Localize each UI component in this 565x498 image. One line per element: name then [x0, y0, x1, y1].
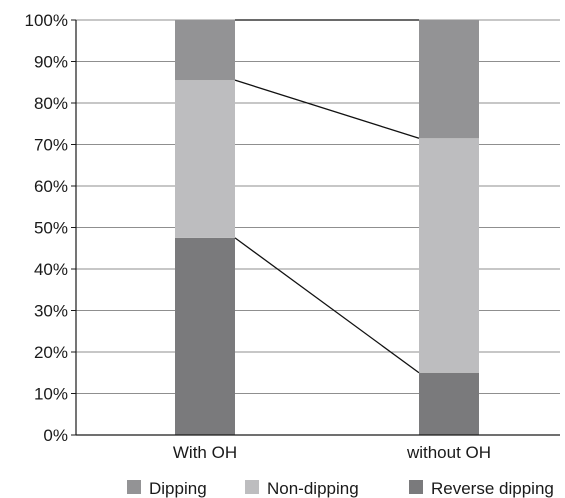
legend-swatch-non-dipping	[245, 480, 259, 494]
y-tick-label: 30%	[34, 302, 68, 321]
legend: Dipping Non-dipping Reverse dipping	[127, 479, 554, 498]
y-tick-label: 10%	[34, 385, 68, 404]
y-tick-label: 70%	[34, 136, 68, 155]
y-tick-label: 90%	[34, 53, 68, 72]
y-tick-label: 80%	[34, 94, 68, 113]
x-category-label: With OH	[173, 443, 237, 462]
x-category-label: without OH	[406, 443, 491, 462]
y-tick-label: 20%	[34, 343, 68, 362]
legend-swatch-reverse-dipping	[409, 480, 423, 494]
y-tick-label: 0%	[43, 426, 68, 445]
y-tick-label: 60%	[34, 177, 68, 196]
bar-segment-dipping-with-oh	[175, 20, 235, 81]
axes	[75, 20, 560, 436]
bar-segment-non-dipping-without-oh	[419, 138, 479, 373]
bar-segment-reverse-dipping-without-oh	[419, 372, 479, 435]
bars	[175, 20, 479, 435]
y-tick-label: 100%	[25, 11, 68, 30]
legend-swatch-dipping	[127, 480, 141, 494]
gridlines	[76, 19, 560, 394]
bar-segment-dipping-without-oh	[419, 20, 479, 139]
connector-line	[234, 237, 420, 374]
legend-label-reverse-dipping: Reverse dipping	[431, 479, 554, 498]
y-tick-label: 40%	[34, 260, 68, 279]
legend-label-dipping: Dipping	[149, 479, 207, 498]
legend-label-non-dipping: Non-dipping	[267, 479, 359, 498]
y-tick-label: 50%	[34, 219, 68, 238]
x-axis-categories: With OH without OH	[173, 443, 491, 462]
bar-segment-reverse-dipping-with-oh	[175, 237, 235, 435]
y-axis-ticks: 0% 10% 20% 30% 40% 50% 60% 70% 80% 90% 100%	[25, 11, 76, 445]
bar-segment-non-dipping-with-oh	[175, 80, 235, 238]
connector-line	[234, 79, 420, 139]
connector-lines	[234, 19, 420, 374]
